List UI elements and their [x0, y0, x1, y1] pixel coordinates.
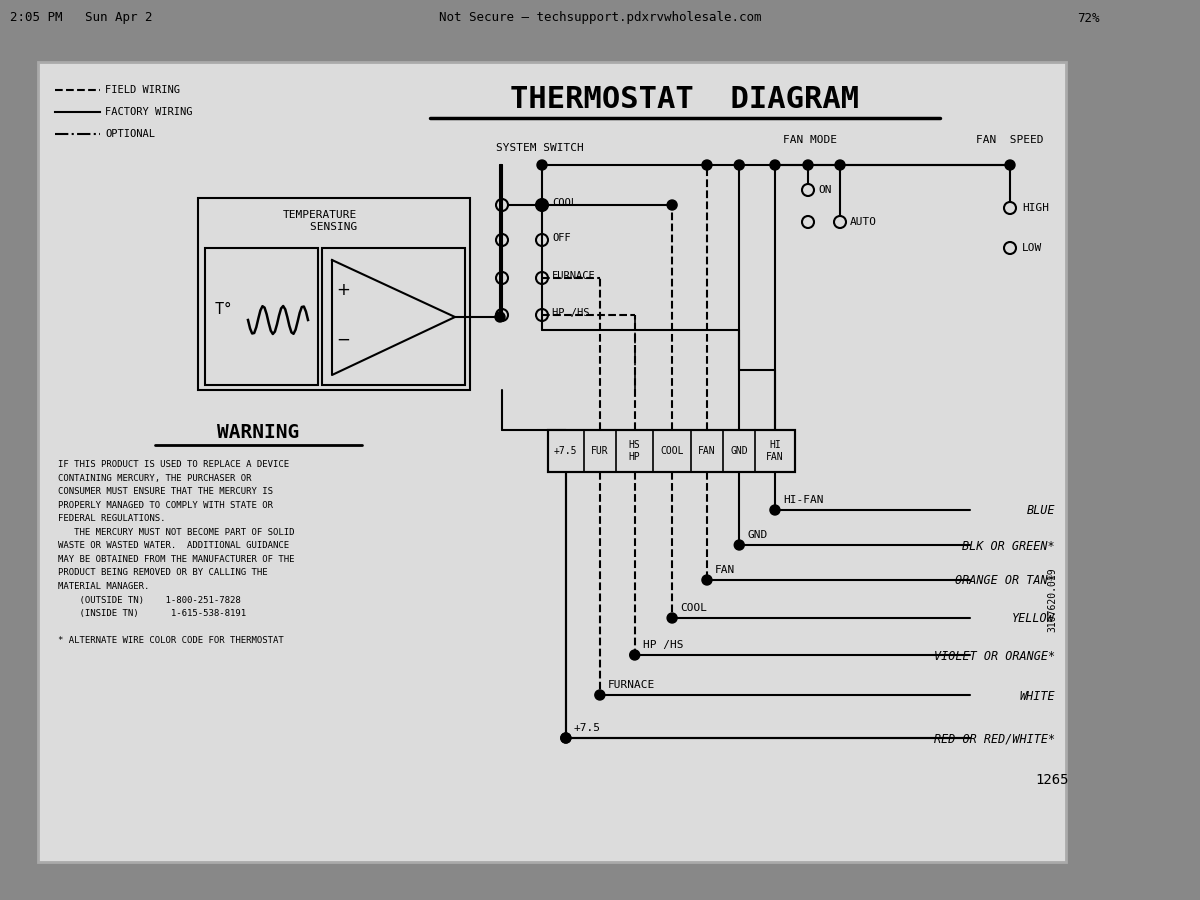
Text: FUR: FUR	[592, 446, 608, 456]
Text: TEMPERATURE
    SENSING: TEMPERATURE SENSING	[283, 210, 358, 231]
Circle shape	[734, 540, 744, 550]
Text: HI
FAN: HI FAN	[766, 440, 784, 462]
Text: YELLOW: YELLOW	[1013, 613, 1055, 626]
Circle shape	[702, 160, 712, 170]
Circle shape	[538, 160, 547, 170]
Bar	[548, 430, 794, 472]
Text: BLK OR GREEN*: BLK OR GREEN*	[962, 539, 1055, 553]
Text: IF THIS PRODUCT IS USED TO REPLACE A DEVICE
CONTAINING MERCURY, THE PURCHASER OR: IF THIS PRODUCT IS USED TO REPLACE A DEV…	[58, 460, 294, 645]
Text: ORANGE OR TAN*: ORANGE OR TAN*	[955, 574, 1055, 588]
Text: FAN: FAN	[698, 446, 715, 456]
Circle shape	[702, 575, 712, 585]
Bar	[548, 430, 794, 472]
Circle shape	[803, 160, 814, 170]
Text: WARNING: WARNING	[217, 424, 299, 443]
Text: FURNACE: FURNACE	[552, 271, 595, 281]
Text: HI-FAN: HI-FAN	[782, 495, 823, 505]
Text: FAN  SPEED: FAN SPEED	[977, 135, 1044, 145]
Text: ON: ON	[818, 185, 832, 195]
Circle shape	[734, 160, 744, 170]
Text: COOL: COOL	[660, 446, 684, 456]
Text: FAN: FAN	[715, 565, 736, 575]
Text: FURNACE: FURNACE	[608, 680, 655, 690]
Bar	[205, 248, 318, 385]
Bar	[38, 62, 1066, 862]
Text: 72%: 72%	[1078, 12, 1100, 24]
Text: FAN MODE: FAN MODE	[784, 135, 838, 145]
Text: +7.5: +7.5	[554, 446, 577, 456]
Circle shape	[835, 160, 845, 170]
Circle shape	[560, 733, 571, 743]
Text: OFF: OFF	[552, 233, 571, 243]
Text: 3107620.019: 3107620.019	[1046, 568, 1057, 633]
Circle shape	[667, 200, 677, 210]
Text: WHITE: WHITE	[1019, 689, 1055, 703]
Text: GND: GND	[748, 530, 768, 540]
Text: T°: T°	[215, 302, 233, 318]
Text: RED OR RED/WHITE*: RED OR RED/WHITE*	[934, 733, 1055, 745]
Circle shape	[770, 160, 780, 170]
Text: GND: GND	[731, 446, 748, 456]
Text: LOW: LOW	[1022, 243, 1043, 253]
Circle shape	[667, 613, 677, 623]
Circle shape	[770, 505, 780, 515]
Text: HS
HP: HS HP	[629, 440, 641, 462]
Circle shape	[560, 733, 571, 743]
Text: HP /HS: HP /HS	[552, 308, 589, 318]
Text: SYSTEM SWITCH: SYSTEM SWITCH	[496, 143, 584, 153]
Circle shape	[538, 200, 547, 210]
Text: Not Secure — techsupport.pdxrvwholesale.com: Not Secure — techsupport.pdxrvwholesale.…	[439, 12, 761, 24]
Circle shape	[496, 312, 505, 322]
Text: HIGH: HIGH	[1022, 203, 1049, 213]
Text: VIOLET OR ORANGE*: VIOLET OR ORANGE*	[934, 650, 1055, 662]
Bar	[198, 198, 470, 390]
Circle shape	[1006, 160, 1015, 170]
Text: HP /HS: HP /HS	[643, 640, 683, 650]
Circle shape	[630, 650, 640, 660]
Text: 1265: 1265	[1036, 773, 1069, 787]
Text: THERMOSTAT  DIAGRAM: THERMOSTAT DIAGRAM	[510, 86, 859, 114]
Text: FACTORY WIRING: FACTORY WIRING	[106, 107, 192, 117]
Text: COOL: COOL	[680, 603, 707, 613]
Text: +7.5: +7.5	[574, 723, 601, 733]
Text: FIELD WIRING: FIELD WIRING	[106, 85, 180, 95]
Text: COOL: COOL	[552, 198, 577, 208]
Text: AUTO: AUTO	[850, 217, 877, 227]
Text: −: −	[336, 331, 350, 349]
Text: OPTIONAL: OPTIONAL	[106, 129, 155, 139]
Text: +: +	[336, 281, 350, 299]
Circle shape	[595, 690, 605, 700]
Text: BLUE: BLUE	[1026, 505, 1055, 518]
Bar	[322, 248, 466, 385]
Text: 2:05 PM   Sun Apr 2: 2:05 PM Sun Apr 2	[10, 12, 152, 24]
